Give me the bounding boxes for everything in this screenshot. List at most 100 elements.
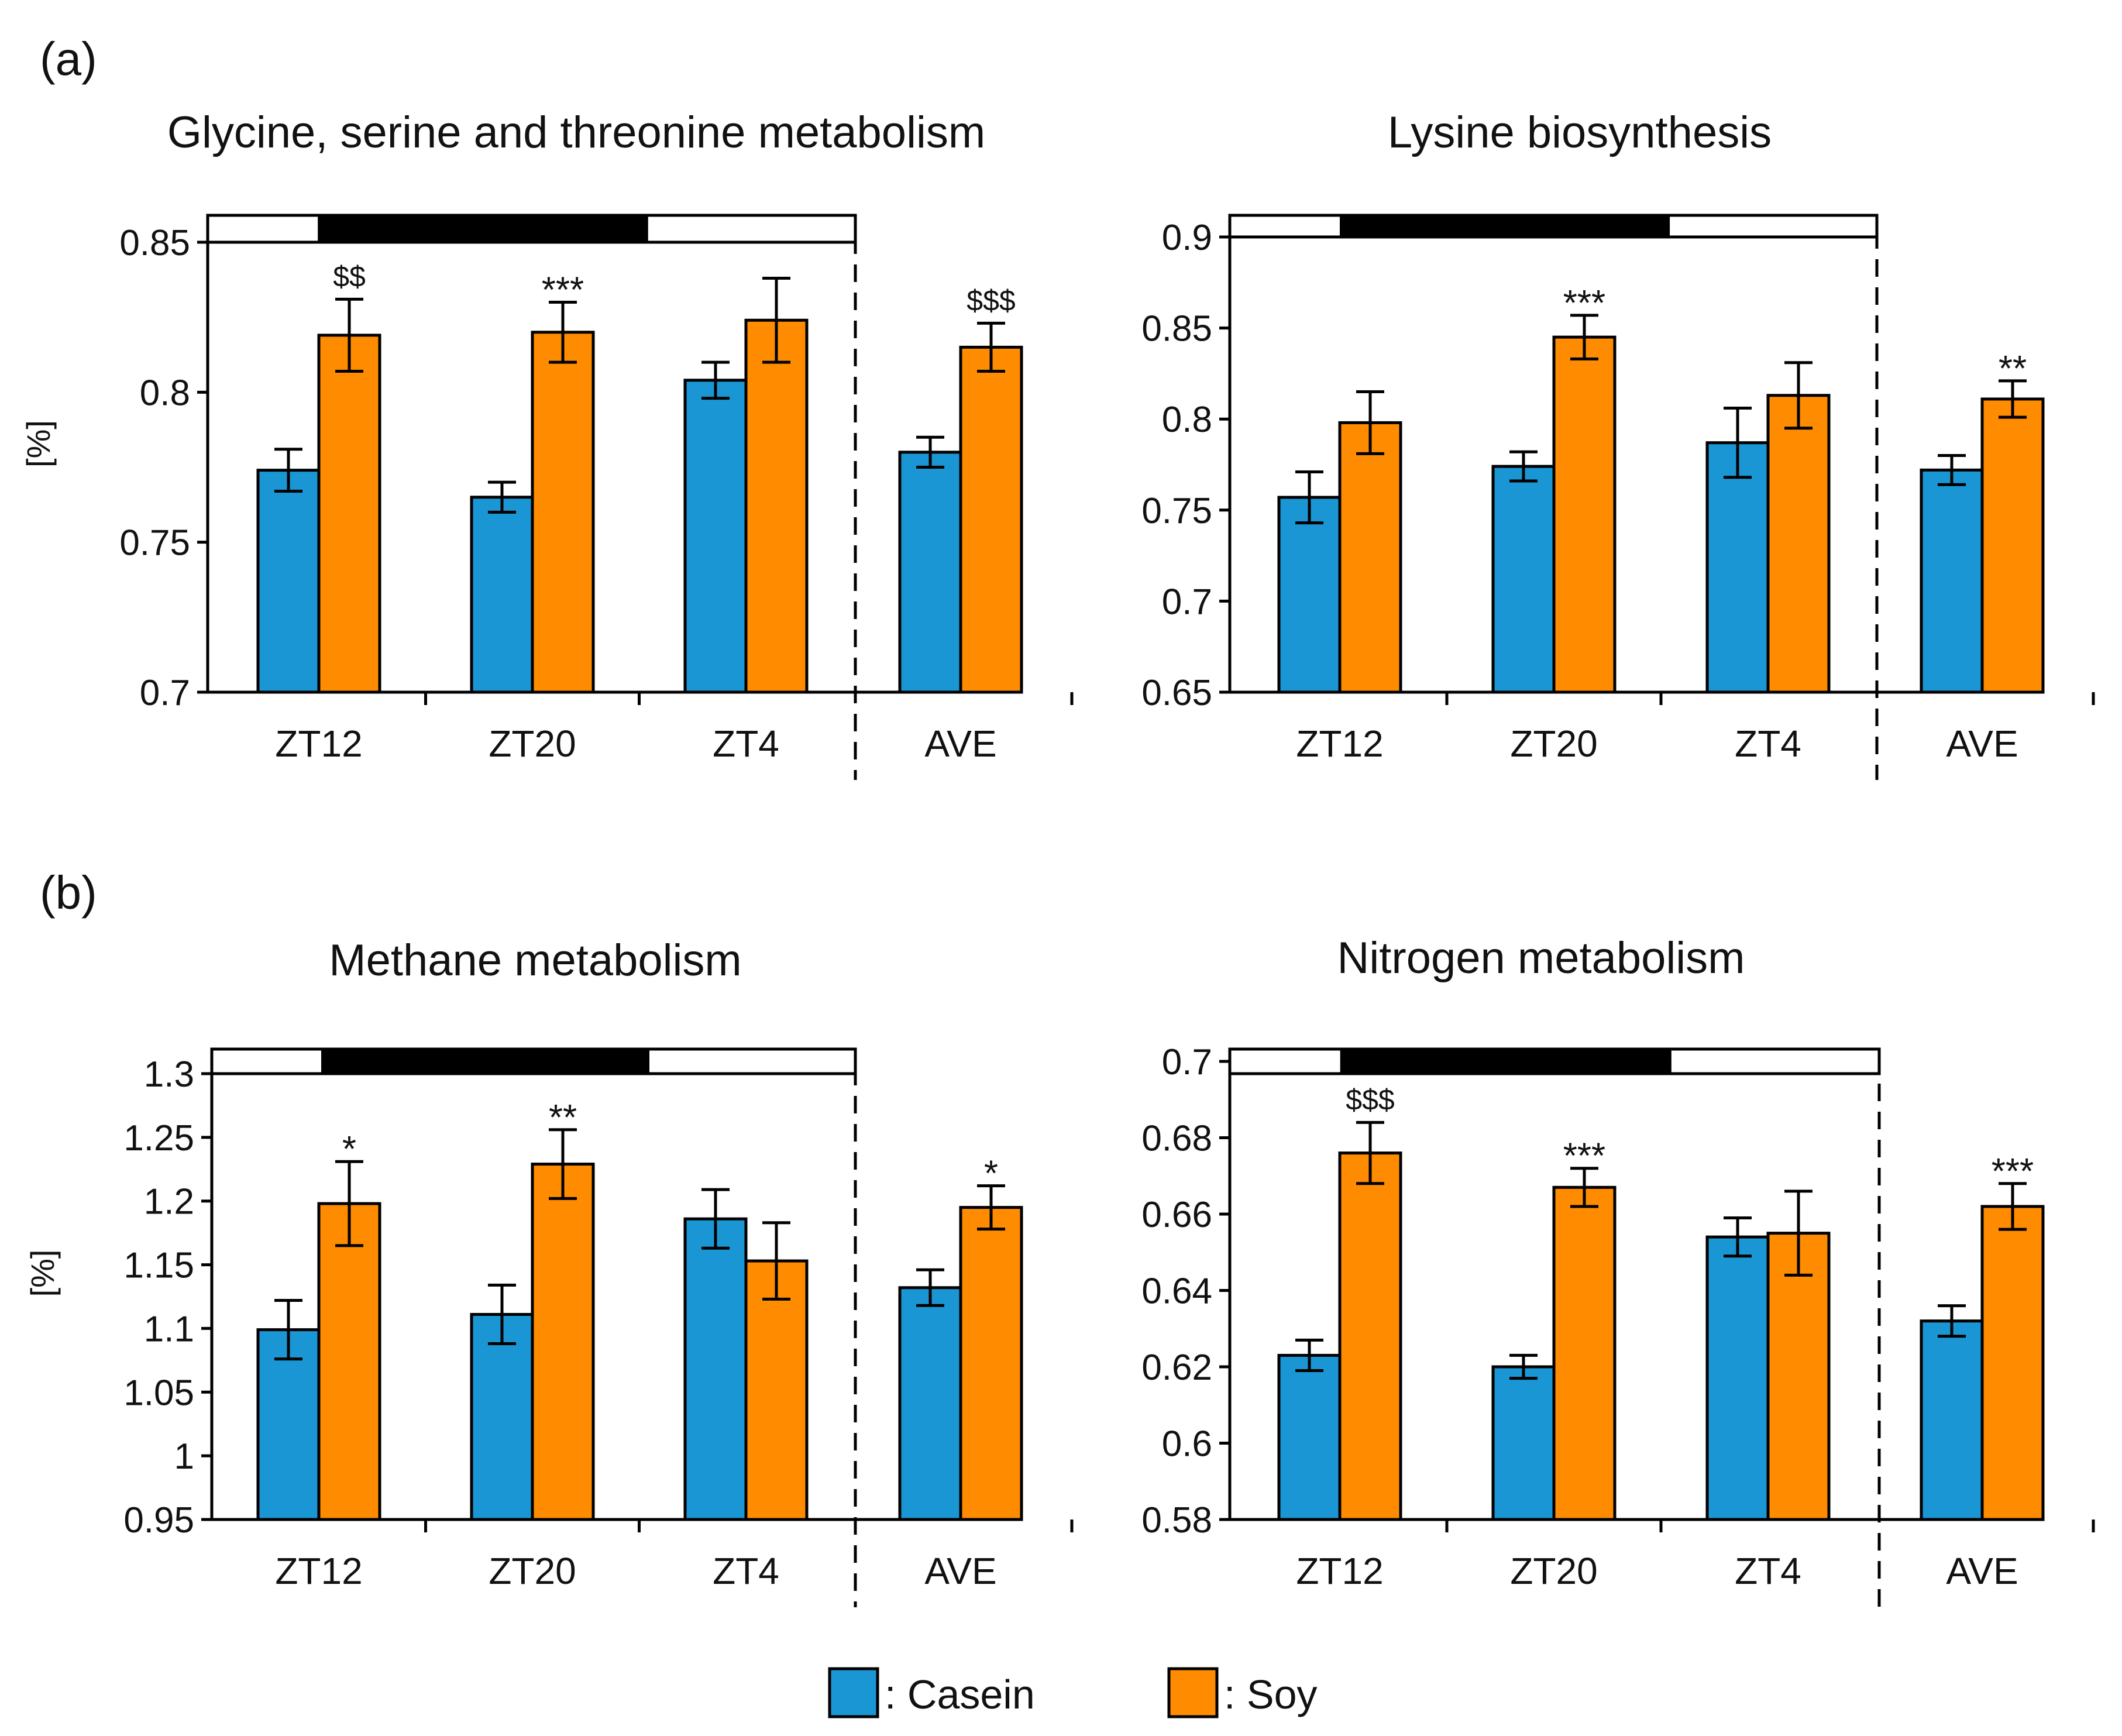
y-tick-label: 0.9 xyxy=(1162,218,1212,258)
legend-label-soy: : Soy xyxy=(1224,1672,1318,1717)
bar-soy-zt12 xyxy=(317,1202,381,1521)
significance-annotation: * xyxy=(984,1154,998,1194)
x-tick-label: ZT20 xyxy=(489,1550,576,1592)
x-tick-label: ZT12 xyxy=(1296,723,1383,765)
chart-glycine-serine-threonine: Glycine, serine and threonine metabolism… xyxy=(20,108,1074,780)
bar-casein-zt4 xyxy=(1705,1235,1770,1521)
y-tick-label: 1.2 xyxy=(144,1182,194,1222)
x-tick-label: ZT20 xyxy=(489,723,576,765)
bar-soy-zt20 xyxy=(531,331,595,694)
bar-casein-ave xyxy=(1920,468,1984,694)
bar-casein-zt12 xyxy=(1277,1353,1342,1521)
significance-annotation: *** xyxy=(1563,1136,1605,1177)
x-tick-label: ZT4 xyxy=(1735,1550,1801,1592)
y-tick-label: 0.65 xyxy=(1141,673,1212,713)
bar-soy-ave xyxy=(1980,1205,2045,1521)
chart-methane-metabolism: Methane metabolism 0.95 1 1.05 1.1 1.15 1.2 1.2… xyxy=(24,936,1074,1607)
y-tick-label: 0.7 xyxy=(140,673,190,713)
panel-b-label: (b) xyxy=(40,867,97,919)
bar-casein-zt20 xyxy=(1491,1365,1556,1521)
bar-soy-zt20 xyxy=(531,1163,595,1521)
x-tick-label: ZT12 xyxy=(1296,1550,1383,1592)
bar-soy-zt12 xyxy=(1338,1151,1402,1521)
bar-soy-zt20 xyxy=(1552,1185,1617,1521)
legend: : Casein : Soy xyxy=(828,1667,1318,1718)
bar-casein-zt4 xyxy=(683,379,748,694)
y-tick-label: 0.64 xyxy=(1141,1271,1212,1312)
x-tick-label: ZT20 xyxy=(1510,723,1597,765)
bar-soy-ave xyxy=(1980,397,2045,694)
y-tick-label: 0.75 xyxy=(119,523,190,563)
bar-casein-zt4 xyxy=(1705,441,1770,694)
y-axis-label: [%] xyxy=(20,420,57,467)
bar-soy-zt20 xyxy=(1552,335,1617,694)
y-tick-label: 0.6 xyxy=(1162,1424,1212,1465)
bar-soy-zt4 xyxy=(1766,1232,1831,1521)
y-tick-label: 0.68 xyxy=(1141,1119,1212,1159)
x-tick-label: ZT4 xyxy=(1735,723,1801,765)
significance-annotation: * xyxy=(342,1129,356,1170)
x-tick-label: ZT4 xyxy=(713,1550,779,1592)
y-tick-label: 0.62 xyxy=(1141,1347,1212,1388)
bar-soy-zt12 xyxy=(317,334,381,694)
y-tick-label: 0.58 xyxy=(1141,1500,1212,1541)
legend-label-casein: : Casein xyxy=(885,1672,1035,1717)
bar-casein-zt4 xyxy=(683,1217,748,1521)
y-tick-label: 0.85 xyxy=(1141,309,1212,349)
bar-casein-zt20 xyxy=(470,496,534,694)
bar-casein-zt12 xyxy=(256,469,321,694)
bar-casein-ave xyxy=(898,1286,962,1521)
significance-annotation: ** xyxy=(1999,349,2027,389)
significance-annotation: *** xyxy=(1992,1151,2034,1192)
x-tick-label: AVE xyxy=(924,723,996,765)
legend-swatch-casein xyxy=(828,1667,879,1718)
significance-annotation: *** xyxy=(1563,283,1605,324)
y-tick-label: 0.7 xyxy=(1162,1042,1212,1082)
bar-casein-zt12 xyxy=(1277,496,1342,694)
bar-soy-zt4 xyxy=(744,318,809,694)
bar-casein-ave xyxy=(1920,1319,1984,1521)
bar-soy-ave xyxy=(959,1206,1023,1521)
y-tick-label: 0.8 xyxy=(140,373,190,413)
chart-nitrogen-metabolism: Nitrogen metabolism 0.58 0.6 0.62 0.64 0.66 0.… xyxy=(1141,933,2095,1607)
bar-casein-zt20 xyxy=(1491,465,1556,694)
x-tick-label: ZT4 xyxy=(713,723,779,765)
panel-a-label: (a) xyxy=(40,33,97,85)
y-tick-label: 0.95 xyxy=(123,1500,194,1541)
dark-period-bar xyxy=(1340,1049,1672,1074)
y-tick-label: 1.15 xyxy=(123,1246,194,1286)
y-tick-label: 0.66 xyxy=(1141,1195,1212,1235)
chart-title: Methane metabolism xyxy=(329,936,741,985)
x-tick-label: ZT12 xyxy=(275,1550,362,1592)
y-tick-label: 1 xyxy=(174,1436,194,1477)
bar-casein-ave xyxy=(898,451,962,694)
y-tick-label: 0.7 xyxy=(1162,582,1212,622)
bar-casein-zt12 xyxy=(256,1328,321,1521)
legend-swatch-soy xyxy=(1167,1667,1219,1718)
x-tick-label: ZT20 xyxy=(1510,1550,1597,1592)
chart-lysine-biosynthesis: Lysine biosynthesis 0.65 0.7 0.75 0.8 0.85 0.9… xyxy=(1141,108,2095,780)
y-tick-label: 1.3 xyxy=(144,1054,194,1095)
bar-soy-ave xyxy=(959,345,1023,694)
y-tick-label: 1.05 xyxy=(123,1373,194,1413)
y-tick-label: 0.75 xyxy=(1141,491,1212,531)
bar-soy-zt4 xyxy=(1766,394,1831,694)
x-tick-label: AVE xyxy=(1946,1550,2018,1592)
y-tick-label: 1.25 xyxy=(123,1118,194,1159)
x-tick-label: ZT12 xyxy=(275,723,362,765)
dark-period-bar xyxy=(321,1049,649,1074)
y-tick-label: 0.85 xyxy=(119,223,190,263)
chart-title: Lysine biosynthesis xyxy=(1388,108,1772,157)
x-tick-label: AVE xyxy=(1946,723,2018,765)
bar-soy-zt12 xyxy=(1338,421,1402,694)
x-tick-label: AVE xyxy=(924,1550,996,1592)
chart-title: Nitrogen metabolism xyxy=(1337,933,1745,983)
bar-casein-zt20 xyxy=(470,1312,534,1521)
y-axis-label: [%] xyxy=(24,1250,61,1297)
y-tick-label: 1.1 xyxy=(144,1309,194,1349)
chart-title: Glycine, serine and threonine metabolism xyxy=(167,108,985,157)
significance-annotation: $$ xyxy=(333,260,366,293)
significance-annotation: ** xyxy=(549,1098,577,1138)
significance-annotation: $$$ xyxy=(1346,1083,1394,1116)
